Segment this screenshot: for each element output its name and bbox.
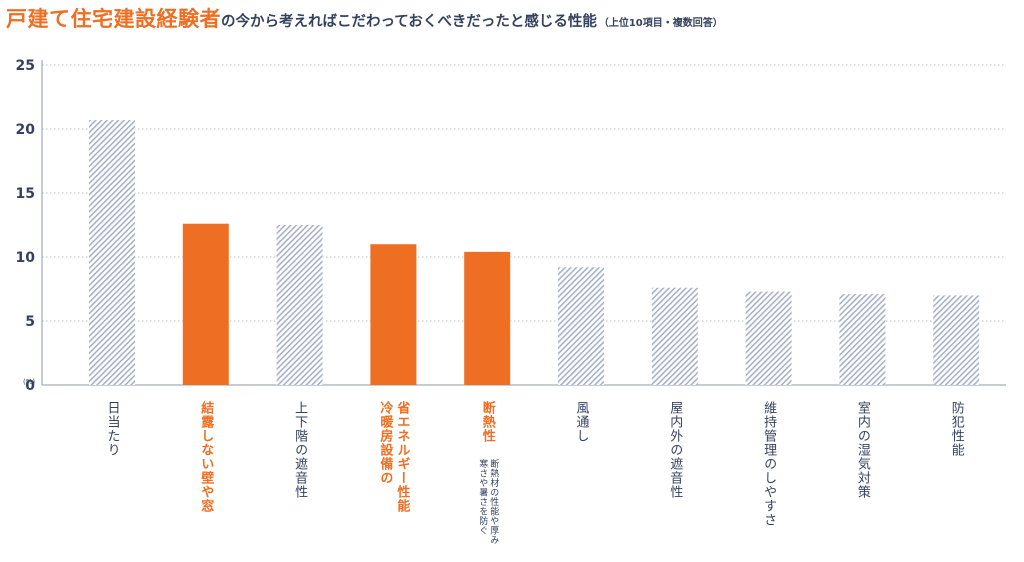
title-accent: 戸建て住宅建設経験者 bbox=[6, 7, 221, 31]
bar-8 bbox=[745, 291, 792, 385]
title-note: （上位10項目・複数回答） bbox=[598, 18, 723, 29]
bar-4 bbox=[370, 244, 417, 385]
x-tick-label: 断熱性 bbox=[479, 401, 495, 443]
x-tick-label: 防犯性能 bbox=[948, 401, 964, 457]
x-tick-label: 上下階の遮音性 bbox=[292, 401, 308, 499]
bar-2 bbox=[182, 223, 229, 385]
x-tick-label: 屋内外の遮音性 bbox=[667, 401, 683, 499]
y-tick-label: 25 bbox=[16, 58, 35, 74]
title-main: の今から考えればこだわっておくべきだったと感じる性能 bbox=[221, 14, 597, 30]
bar-9 bbox=[839, 294, 886, 385]
x-tick-label: 省エネルギー性能 冷暖房設備の bbox=[377, 401, 410, 513]
x-tick-label: 室内の湿気対策 bbox=[854, 401, 870, 499]
y-tick-label: 15 bbox=[16, 186, 35, 202]
y-tick-label: 5 bbox=[25, 314, 35, 330]
x-tick-label: 結露しない壁や窓 bbox=[198, 401, 214, 513]
bar-3 bbox=[276, 225, 323, 385]
chart-title: 戸建て住宅建設経験者の今から考えればこだわっておくべきだったと感じる性能 （上位1… bbox=[6, 3, 723, 33]
x-tick-label: 日当たり bbox=[104, 401, 120, 457]
bar-5 bbox=[464, 251, 511, 385]
y-unit-label: (%) bbox=[23, 378, 35, 386]
x-tick-label: 風通し bbox=[573, 401, 589, 443]
bar-1 bbox=[89, 120, 135, 385]
y-tick-label: 0 bbox=[25, 378, 35, 394]
x-tick-label: 維持管理のしやすさ bbox=[761, 401, 777, 527]
y-tick-label: 10 bbox=[16, 250, 36, 266]
bar-7 bbox=[651, 287, 698, 385]
y-tick-label: 20 bbox=[16, 122, 36, 138]
bar-6 bbox=[558, 267, 604, 385]
x-tick-sublabel: 断熱材の性能や厚み 寒さや暑さを防ぐ bbox=[477, 459, 499, 545]
bar-10 bbox=[933, 295, 980, 385]
